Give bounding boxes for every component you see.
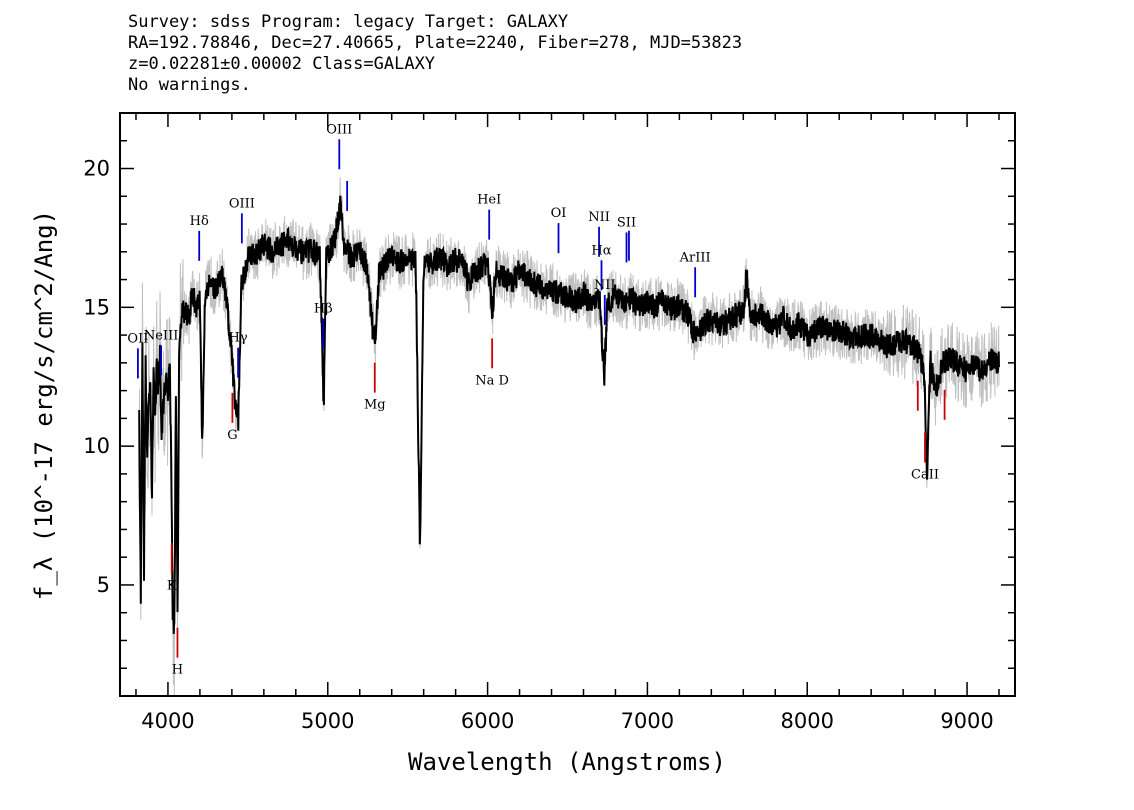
emission-line-label: OII (127, 331, 148, 346)
header-warnings-line: No warnings. (128, 75, 251, 95)
y-axis-title: f_λ (10^-17 erg/s/cm^2/Ang) (30, 210, 58, 600)
y-tick-label: 15 (83, 295, 110, 319)
axis-ticks-layer: 4000 5000 6000 7000 8000 9000 5 10 15 20 (83, 113, 1015, 733)
emission-line-label: SII (617, 215, 636, 230)
emission-line-label: NeIII (144, 328, 178, 343)
smoothed-spectrum-layer (138, 195, 1000, 635)
x-tick-label: 8000 (781, 709, 834, 733)
emission-line-label: Hβ (314, 302, 333, 317)
emission-line-label: NII (588, 210, 610, 225)
y-tick-label: 20 (83, 157, 110, 181)
absorption-line-label: K (167, 578, 177, 593)
x-tick-label: 4000 (141, 709, 194, 733)
spectrum-header: Survey: sdss Program: legacy Target: GAL… (128, 12, 742, 96)
x-tick-label: 6000 (461, 709, 514, 733)
y-tick-label: 5 (97, 573, 110, 597)
header-redshift-line: z=0.02281±0.00002 Class=GALAXY (128, 54, 436, 74)
x-tick-label: 5000 (301, 709, 354, 733)
emission-line-label: OIII (229, 196, 255, 211)
emission-line-label: Hγ (229, 331, 248, 346)
emission-line-label: Hδ (190, 214, 209, 229)
emission-line-label: OI (551, 206, 567, 221)
emission-line-label: ArIII (679, 250, 711, 265)
x-tick-label: 7000 (621, 709, 674, 733)
plot-frame (119, 112, 1016, 697)
smoothed-spectrum-line (138, 195, 1000, 635)
emission-line-label: NII (594, 278, 616, 293)
absorption-line-label: G (227, 428, 237, 443)
absorption-line-label: Na D (475, 373, 509, 388)
emission-line-label: OIII (326, 122, 352, 137)
absorption-line-label: Mg (364, 398, 386, 413)
x-axis-title: Wavelength (Angstroms) (408, 748, 726, 776)
header-coordinates-line: RA=192.78846, Dec=27.40665, Plate=2240, … (128, 33, 743, 53)
emission-line-label: Hα (591, 243, 611, 258)
emission-line-label: HeI (477, 193, 501, 208)
absorption-line-label: H (172, 663, 183, 678)
header-survey-line: Survey: sdss Program: legacy Target: GAL… (128, 12, 569, 32)
y-tick-label: 10 (83, 434, 110, 458)
absorption-line-label: CaII (911, 468, 939, 483)
x-tick-label: 9000 (940, 709, 993, 733)
